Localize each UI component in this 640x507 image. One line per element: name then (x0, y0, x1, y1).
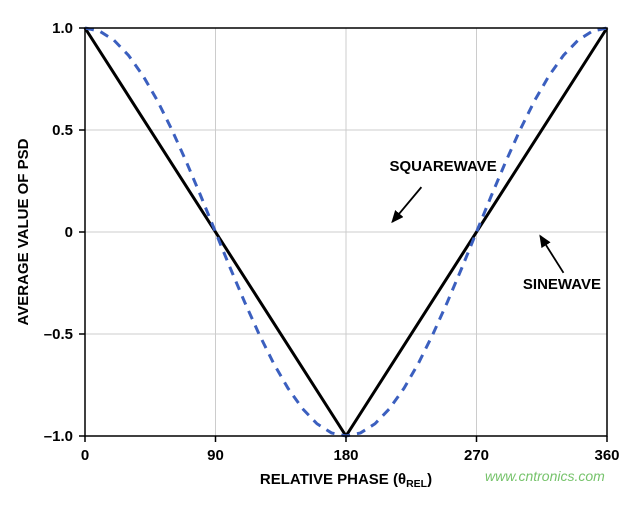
svg-text:–0.5: –0.5 (44, 326, 73, 343)
svg-text:180: 180 (333, 447, 358, 464)
svg-text:270: 270 (464, 447, 489, 464)
svg-text:0: 0 (65, 224, 73, 241)
psd-phase-chart: 090180270360–1.0–0.500.51.0RELATIVE PHAS… (0, 0, 640, 507)
chart-container: 090180270360–1.0–0.500.51.0RELATIVE PHAS… (0, 0, 640, 507)
svg-text:0.5: 0.5 (52, 122, 73, 139)
svg-text:360: 360 (594, 447, 619, 464)
svg-text:90: 90 (207, 447, 224, 464)
svg-text:–1.0: –1.0 (44, 428, 73, 445)
y-axis-label: AVERAGE VALUE OF PSD (15, 138, 32, 325)
annotation-sinewave: SINEWAVE (523, 276, 601, 293)
svg-text:0: 0 (81, 447, 89, 464)
svg-text:1.0: 1.0 (52, 20, 73, 37)
annotation-squarewave: SQUAREWAVE (390, 158, 497, 175)
